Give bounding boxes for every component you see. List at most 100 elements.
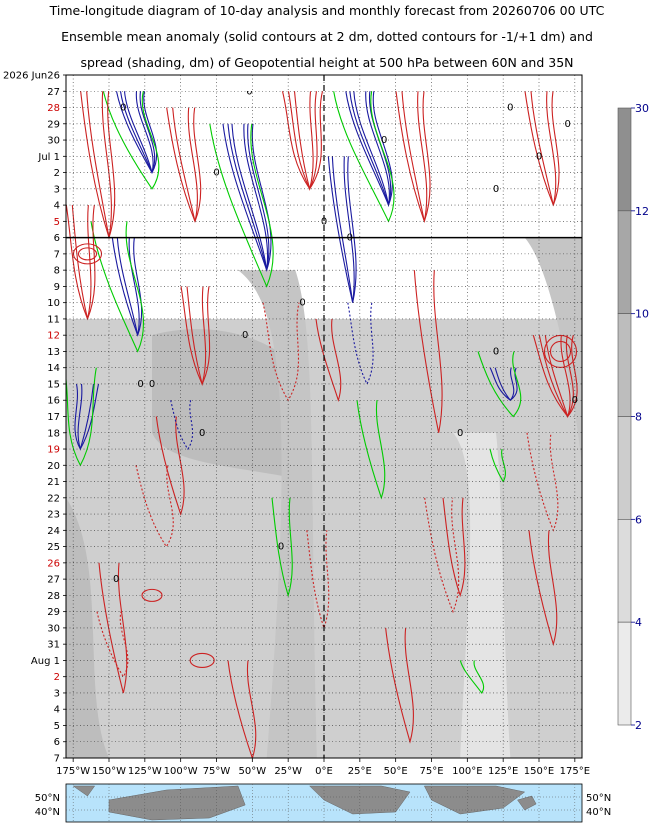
date-label: 16 [47,396,60,407]
positive-contour [227,660,257,758]
zero-contour [459,660,484,694]
spread-region [152,329,310,482]
date-label: 3 [54,184,60,195]
colorbar-label: 4 [635,616,642,629]
date-label: 28 [47,103,60,114]
date-label: 24 [47,526,60,537]
colorbar-segment [617,621,632,726]
date-label: 9 [54,282,60,293]
positive-contour [281,91,324,190]
contour-label: 0 [321,216,327,227]
longitude-label: 75°E [419,766,443,777]
contour-label: 0 [137,379,143,390]
date-label: 28 [47,591,60,602]
land [108,785,246,821]
dotted-contour [424,497,460,614]
dotted-contour [347,302,374,386]
contour-label: 0 [381,135,387,146]
map-lat-label-right-40n: 40°N [586,807,611,818]
date-label: 12 [47,331,60,342]
longitude-label: 150°W [92,766,126,777]
land [517,795,537,811]
contour-label: 0 [507,103,513,114]
longitude-label: 125°E [488,766,518,777]
colorbar-label: 8 [635,411,642,424]
positive-contour [395,91,431,224]
map-lat-label-right-50n: 50°N [586,793,611,804]
longitude-label: 100°E [452,766,482,777]
negative-contour [489,367,518,401]
negative-contour [327,156,357,303]
contour-label: 0 [113,574,119,585]
contour-label: 0 [242,330,248,341]
date-label: 4 [54,705,60,716]
date-label: 19 [47,445,60,456]
positive-contour [77,247,98,261]
longitude-label: 0°E [315,766,333,777]
contour-label: 0 [299,298,305,309]
colorbar-segment [617,416,632,520]
date-label: 2026 Jun26 [3,71,60,82]
latitude-band-map: 50°N 40°N 50°N 40°N [35,783,611,823]
zero-contour [477,351,522,418]
contour-label: 0 [278,542,284,553]
date-label: 6 [54,233,60,244]
contour-label: 0 [564,119,570,130]
date-label: Aug 1 [31,656,60,667]
longitude-label: 150°E [524,766,554,777]
longitude-label: 25°E [348,766,372,777]
longitude-label: 175°W [56,766,90,777]
date-label: 4 [54,201,60,212]
date-label: 7 [54,249,60,260]
negative-contour [111,237,143,337]
date-label: 2 [54,672,60,683]
contour-label: 0 [457,428,463,439]
positive-contour [532,335,578,418]
date-label: Jul 1 [37,152,60,163]
date-label: 8 [54,266,60,277]
colorbar-segment [617,107,632,212]
dotted-contour [96,611,129,678]
colorbar-label: 30 [635,102,649,115]
date-label: 23 [47,510,60,521]
chart-title-line-3: spread (shading, dm) of Geopotential hei… [80,55,574,70]
date-label: 29 [47,119,60,130]
date-label: 2 [54,168,60,179]
positive-contour [155,416,185,516]
colorbar-label: 10 [635,308,649,321]
colorbar-segment [617,210,632,314]
map-lat-label-left-40n: 40°N [35,807,60,818]
dotted-contour [306,530,330,630]
date-label: 7 [54,754,60,765]
date-label: 18 [47,428,60,439]
date-label: 26 [47,558,60,569]
zero-contour [271,497,293,598]
zero-contour [90,221,145,353]
spread-region [524,237,582,466]
date-label: 10 [47,298,60,309]
negative-contour [115,91,158,174]
positive-contour [98,562,128,694]
date-label: 22 [47,493,60,504]
spread-region [453,432,511,758]
dotted-contour [135,465,174,548]
date-label: 6 [54,737,60,748]
dotted-contour [170,400,194,451]
dotted-contour [262,302,300,402]
date-label: 3 [54,688,60,699]
positive-contour [180,286,211,386]
chart-title-line-1: Time-longitude diagram of 10-day analysi… [49,3,605,18]
positive-contour [141,588,163,602]
colorbar-label: 6 [635,513,642,526]
date-label: 31 [47,640,60,651]
date-label: 17 [47,412,60,423]
longitude-axis-labels: 175°W 150°W 125°W 100°W 75°W 50°W 25°W 0°E 25°E 5… [56,758,590,777]
date-label: 27 [47,87,60,98]
grid-lines [66,75,582,758]
zero-contour [209,123,274,288]
longitude-label: 75°W [203,766,231,777]
date-label: 5 [54,217,60,228]
date-label: 21 [47,477,60,488]
